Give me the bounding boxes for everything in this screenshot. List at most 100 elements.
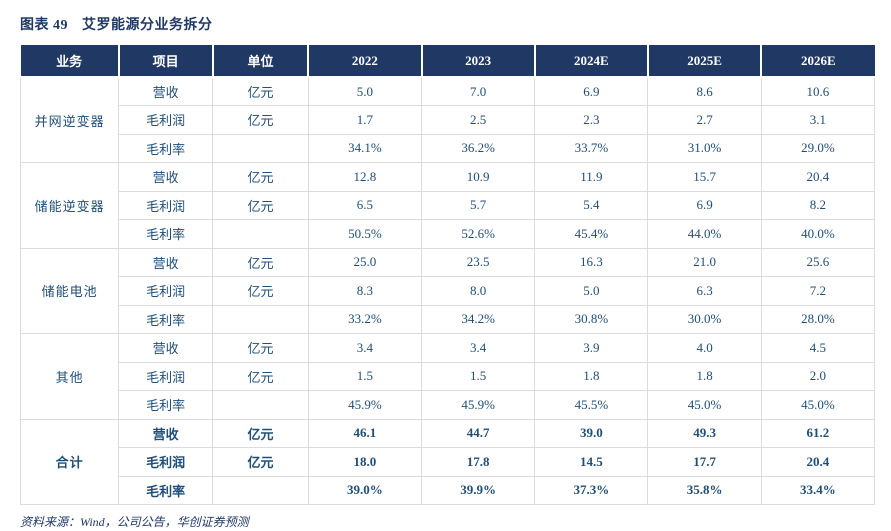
col-header-business: 业务 — [20, 43, 120, 78]
table-row: 毛利润 亿元 1.5 1.5 1.8 1.8 2.0 — [21, 361, 876, 391]
cell-value: 3.4 — [421, 333, 536, 363]
cell-value: 20.4 — [760, 162, 876, 192]
cell-value: 11.9 — [534, 162, 649, 192]
cell-value: 8.6 — [647, 76, 762, 106]
cell-unit: 亿元 — [212, 447, 309, 477]
cell-value: 1.7 — [307, 105, 423, 135]
col-header-2023: 2023 — [420, 43, 536, 78]
cell-business: 储能电池 — [19, 247, 120, 334]
cell-value: 3.9 — [534, 333, 649, 363]
table-row: 毛利率 33.2% 34.2% 30.8% 30.0% 28.0% — [21, 304, 876, 334]
cell-value: 45.5% — [534, 390, 649, 420]
cell-item: 营收 — [118, 76, 214, 106]
cell-value: 40.0% — [760, 219, 876, 249]
cell-value: 4.0 — [647, 333, 762, 363]
cell-value: 7.0 — [421, 76, 536, 106]
cell-unit — [212, 219, 309, 249]
cell-item: 毛利润 — [118, 447, 214, 477]
cell-value: 3.1 — [760, 105, 876, 135]
cell-value: 36.2% — [421, 133, 536, 163]
table-row: 毛利润 亿元 8.3 8.0 5.0 6.3 7.2 — [21, 276, 876, 306]
cell-value: 1.5 — [307, 361, 423, 391]
cell-value: 5.4 — [534, 190, 649, 220]
cell-unit: 亿元 — [212, 333, 309, 363]
col-header-2025e: 2025E — [646, 43, 763, 78]
cell-value: 2.3 — [534, 105, 649, 135]
cell-value: 16.3 — [534, 247, 649, 277]
cell-unit: 亿元 — [212, 361, 309, 391]
cell-value: 45.9% — [307, 390, 423, 420]
cell-unit: 亿元 — [212, 418, 309, 448]
table-row-total: 合计 营收 亿元 46.1 44.7 39.0 49.3 61.2 — [19, 418, 876, 505]
cell-value: 45.4% — [534, 219, 649, 249]
cell-value: 30.0% — [647, 304, 762, 334]
table-row: 毛利率 45.9% 45.9% 45.5% 45.0% 45.0% — [21, 390, 876, 420]
cell-value: 21.0 — [647, 247, 762, 277]
cell-value: 52.6% — [421, 219, 536, 249]
cell-value: 7.2 — [760, 276, 876, 306]
cell-value: 5.0 — [534, 276, 649, 306]
data-source-note: 资料来源：Wind，公司公告，华创证券预测 — [20, 515, 249, 529]
cell-unit: 亿元 — [212, 247, 309, 277]
table-row: 毛利润 亿元 6.5 5.7 5.4 6.9 8.2 — [21, 190, 876, 220]
cell-value: 34.1% — [307, 133, 423, 163]
figure-label: 图表 49 — [20, 18, 68, 33]
cell-value: 50.5% — [307, 219, 423, 249]
cell-value: 4.5 — [760, 333, 876, 363]
cell-value: 45.0% — [760, 390, 876, 420]
cell-value: 45.0% — [647, 390, 762, 420]
cell-value: 3.4 — [307, 333, 423, 363]
cell-value: 12.8 — [307, 162, 423, 192]
cell-value: 15.7 — [647, 162, 762, 192]
cell-business: 并网逆变器 — [19, 76, 120, 163]
cell-value: 23.5 — [421, 247, 536, 277]
cell-value: 18.0 — [307, 447, 423, 477]
cell-business: 储能逆变器 — [19, 162, 120, 249]
cell-value: 35.8% — [647, 475, 762, 505]
col-header-unit: 单位 — [211, 43, 310, 78]
cell-value: 2.7 — [647, 105, 762, 135]
table-row: 毛利率 34.1% 36.2% 33.7% 31.0% 29.0% — [21, 133, 876, 163]
cell-unit: 亿元 — [212, 105, 309, 135]
table-row: 储能电池 营收 亿元 25.0 23.5 16.3 21.0 25.6 — [19, 247, 876, 334]
cell-item: 毛利润 — [118, 276, 214, 306]
cell-unit — [212, 475, 309, 505]
cell-item: 毛利率 — [118, 475, 214, 505]
cell-business-total: 合计 — [19, 418, 120, 505]
cell-value: 1.5 — [421, 361, 536, 391]
cell-value: 33.7% — [534, 133, 649, 163]
cell-item: 毛利率 — [118, 133, 214, 163]
table-row-total: 毛利率 39.0% 39.9% 37.3% 35.8% 33.4% — [21, 475, 876, 505]
cell-value: 46.1 — [307, 418, 423, 448]
cell-item: 营收 — [118, 247, 214, 277]
cell-unit — [212, 133, 309, 163]
cell-unit: 亿元 — [212, 162, 309, 192]
figure-title: 图表 49 艾罗能源分业务拆分 — [20, 14, 875, 34]
cell-value: 37.3% — [534, 475, 649, 505]
cell-value: 6.5 — [307, 190, 423, 220]
cell-value: 8.0 — [421, 276, 536, 306]
business-breakdown-table: 业务 项目 单位 2022 2023 2024E 2025E 2026E 并网逆… — [19, 43, 876, 505]
cell-item: 营收 — [118, 418, 214, 448]
cell-value: 31.0% — [647, 133, 762, 163]
cell-value: 1.8 — [534, 361, 649, 391]
cell-value: 49.3 — [647, 418, 762, 448]
figure-title-text: 艾罗能源分业务拆分 — [82, 18, 213, 33]
cell-item: 营收 — [118, 333, 214, 363]
cell-value: 28.0% — [760, 304, 876, 334]
cell-value: 5.0 — [307, 76, 423, 106]
cell-item: 毛利润 — [118, 361, 214, 391]
cell-value: 10.9 — [421, 162, 536, 192]
cell-value: 25.6 — [760, 247, 876, 277]
cell-item: 毛利率 — [118, 219, 214, 249]
col-header-2022: 2022 — [307, 43, 423, 78]
table-row: 毛利率 50.5% 52.6% 45.4% 44.0% 40.0% — [21, 219, 876, 249]
cell-value: 6.9 — [647, 190, 762, 220]
cell-value: 1.8 — [647, 361, 762, 391]
cell-value: 45.9% — [421, 390, 536, 420]
cell-value: 30.8% — [534, 304, 649, 334]
cell-unit: 亿元 — [212, 190, 309, 220]
cell-item: 毛利率 — [118, 304, 214, 334]
cell-value: 25.0 — [307, 247, 423, 277]
